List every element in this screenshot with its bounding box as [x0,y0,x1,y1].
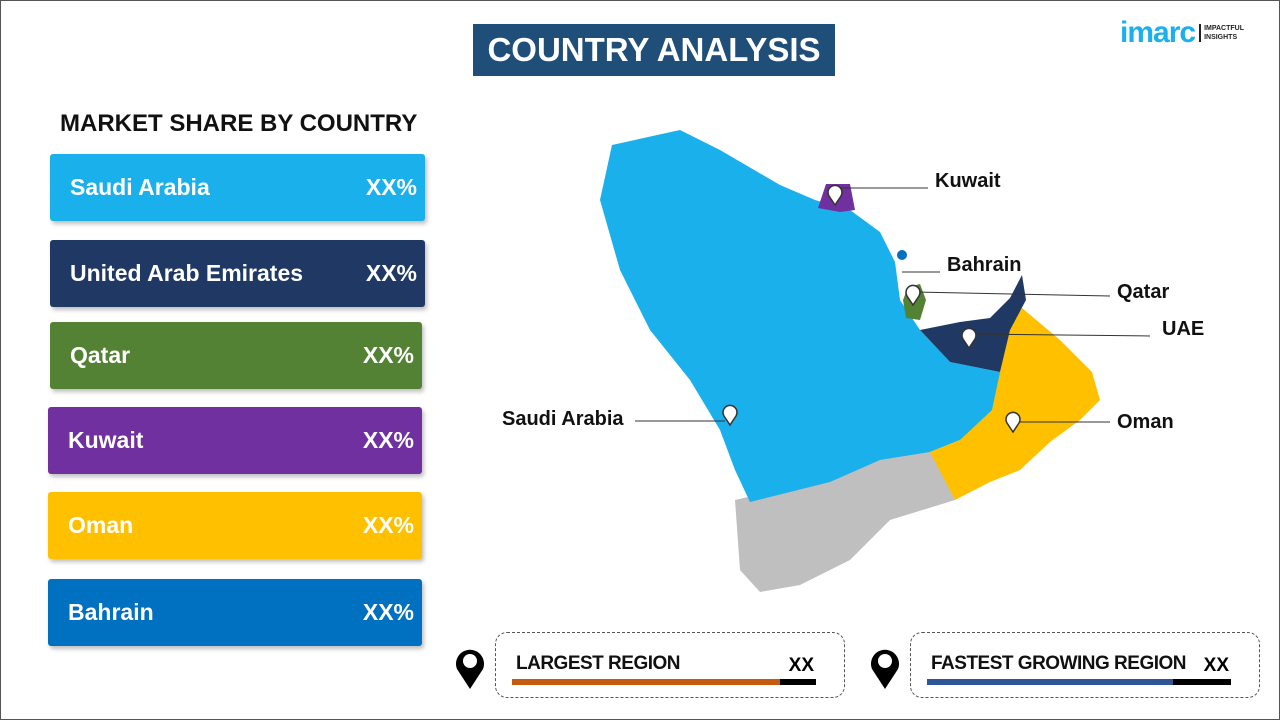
region-yemen [735,450,955,592]
largest-region-card: LARGEST REGION XX [495,632,845,698]
map-pins [722,184,1021,434]
map-label-uae: UAE [1162,318,1205,340]
country-share: XX% [362,427,414,453]
page-title: COUNTRY ANALYSIS [473,24,835,76]
map-pin-icon [905,284,921,307]
map-label-qatar: Qatar [1117,281,1170,303]
map-pin-icon [827,184,843,207]
country-share: XX% [362,342,414,368]
country-bar-oman: Oman XX% [48,492,422,559]
region-uae[interactable] [920,275,1026,372]
country-name: Qatar [70,342,131,368]
country-bar-united-arab-emirates: United Arab Emirates XX% [50,240,425,307]
map-pin-icon [1005,411,1021,434]
country-bar-qatar: Qatar XX% [50,322,422,389]
bahrain-marker[interactable] [897,250,907,260]
map-pin-icon [961,327,977,350]
country-share: XX% [365,260,417,286]
region-saudi-arabia[interactable] [600,130,1000,502]
country-share: XX% [362,599,414,625]
country-share: XX% [365,174,417,200]
country-bar-saudi-arabia: Saudi Arabia XX% [50,154,425,221]
location-pin-icon [871,649,899,689]
logo: imarc IMPACTFUL INSIGHTS [1120,16,1250,50]
map-label-bahrain: Bahrain [947,254,1022,276]
country-name: Oman [68,512,134,538]
country-name: Saudi Arabia [70,174,210,200]
country-name: Kuwait [68,427,144,453]
map-pin-icon [722,404,738,427]
section-heading: MARKET SHARE BY COUNTRY [60,110,418,137]
region-oman[interactable] [930,308,1100,500]
location-pin-icon [456,649,484,689]
map-label-kuwait: Kuwait [935,170,1001,192]
fastest-growing-region-card: FASTEST GROWING REGION XX [910,632,1260,698]
country-name: United Arab Emirates [70,260,304,286]
country-bar-bahrain: Bahrain XX% [48,579,422,646]
map-label-oman: Oman [1117,411,1174,433]
country-bar-kuwait: Kuwait XX% [48,407,422,474]
country-share: XX% [362,512,414,538]
map-label-saudi-arabia: Saudi Arabia [502,408,624,430]
country-name: Bahrain [68,599,154,625]
